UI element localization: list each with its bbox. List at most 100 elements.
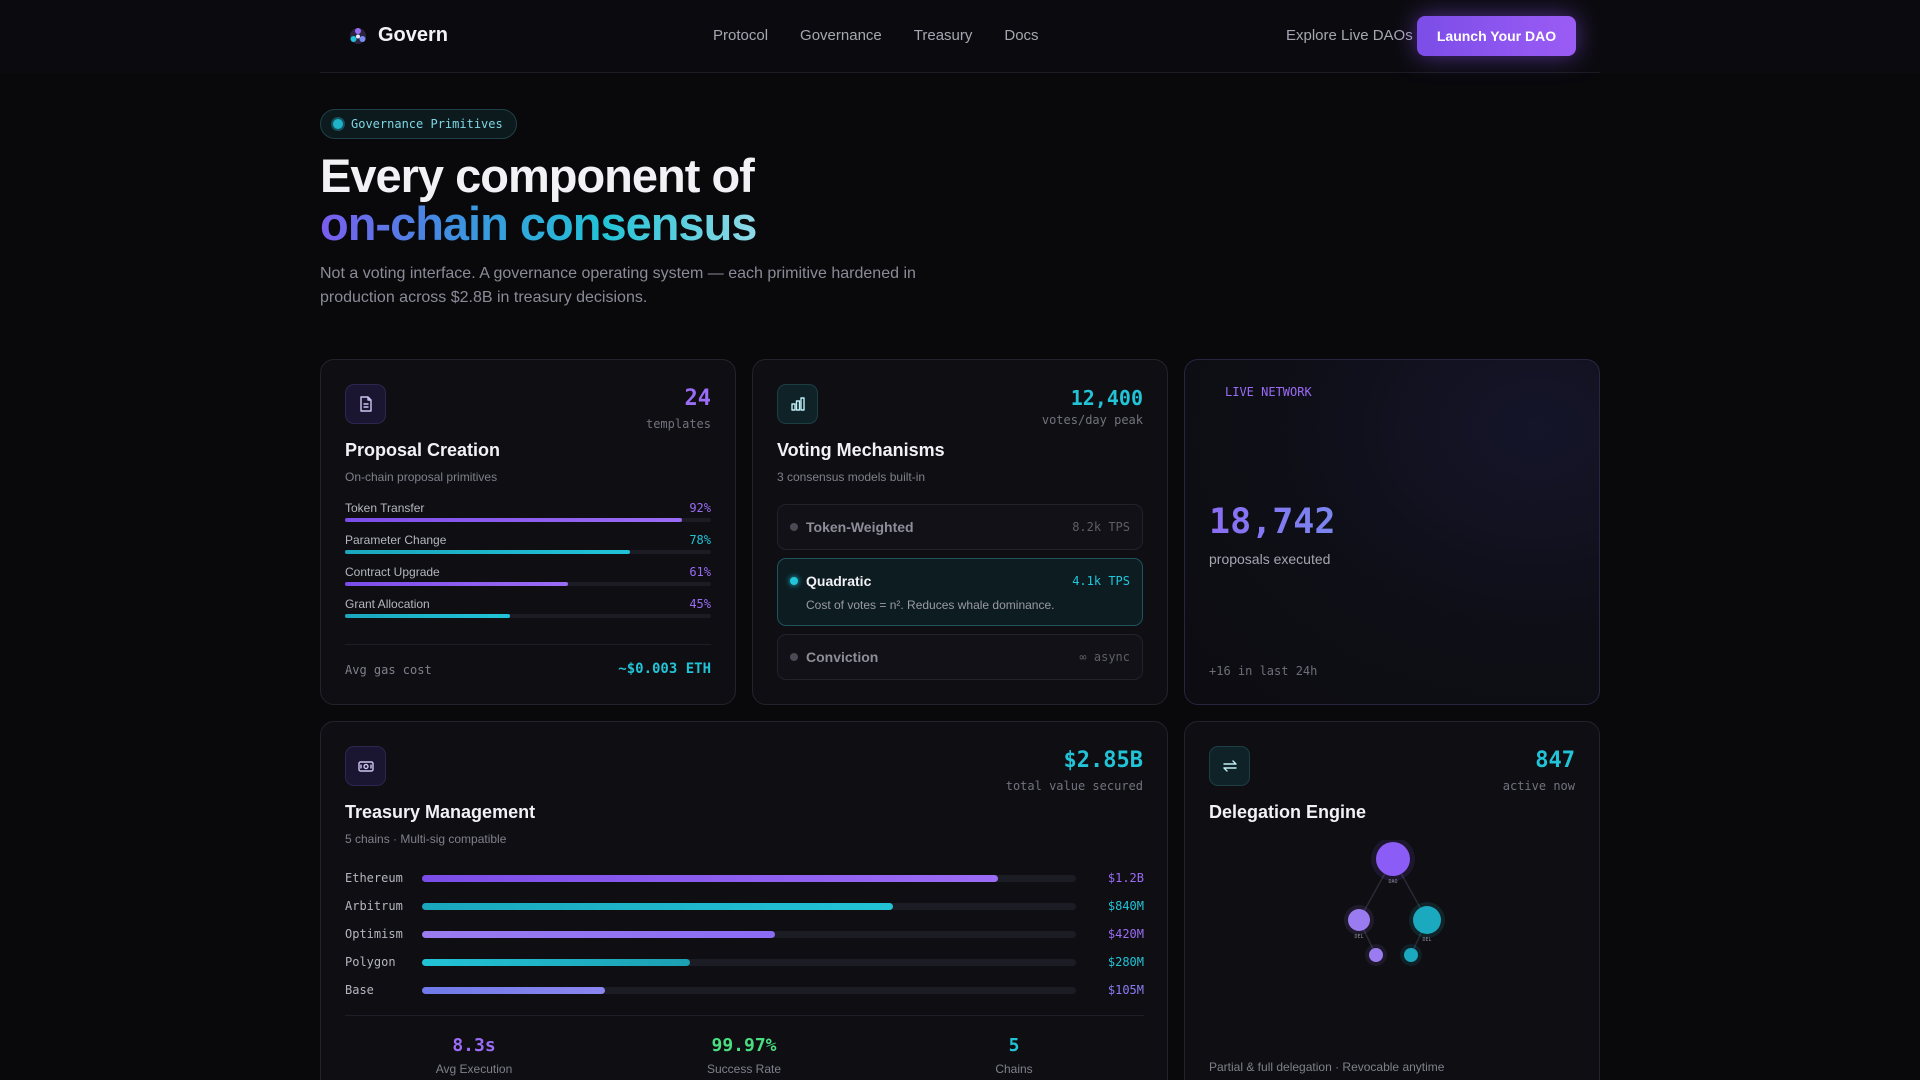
proposal-row: Grant Allocation 45% bbox=[345, 597, 711, 619]
nav-link-governance[interactable]: Governance bbox=[800, 27, 882, 44]
stat-success-rate: 99.97% Success Rate bbox=[614, 1035, 874, 1076]
card-subtitle: On-chain proposal primitives bbox=[345, 470, 498, 484]
badge-label: Governance Primitives bbox=[351, 117, 503, 131]
voting-option-tps: ∞ async bbox=[1079, 650, 1130, 664]
progress-track bbox=[345, 518, 711, 522]
stat-label: Avg Execution bbox=[435, 1062, 513, 1076]
status-dot bbox=[790, 523, 798, 531]
active-delegates-label: active now bbox=[1502, 779, 1575, 793]
hero-title: Every component of on-chain consensus bbox=[320, 152, 757, 250]
badge-dot-icon bbox=[333, 119, 343, 129]
stat-value: 8.3s bbox=[452, 1035, 496, 1056]
section-badge: Governance Primitives bbox=[320, 109, 517, 139]
chain-name: Arbitrum bbox=[345, 899, 403, 913]
nav-link-treasury[interactable]: Treasury bbox=[913, 27, 973, 44]
nav-links: Protocol Governance Treasury Docs bbox=[713, 27, 1039, 44]
chain-fill bbox=[422, 875, 998, 882]
graph-node-label: DAO bbox=[1388, 879, 1397, 885]
graph-node-label: DEL bbox=[1422, 937, 1431, 943]
voting-option-name: Conviction bbox=[806, 649, 879, 665]
voting-option-token-weighted[interactable]: Token-Weighted 8.2k TPS bbox=[777, 504, 1143, 550]
tvs-value: $2.85B bbox=[1063, 748, 1143, 773]
chain-value: $1.2B bbox=[1107, 871, 1144, 885]
document-icon bbox=[345, 384, 386, 424]
card-subtitle: 5 chains · Multi-sig compatible bbox=[345, 832, 507, 846]
hero-title-line2: on-chain consensus bbox=[320, 197, 757, 250]
progress-track bbox=[345, 550, 711, 554]
chain-value: $420M bbox=[1107, 927, 1144, 941]
proposal-type-label: Grant Allocation bbox=[345, 597, 430, 611]
delegation-footer: Partial & full delegation · Revocable an… bbox=[1209, 1060, 1445, 1074]
stat-value: 99.97% bbox=[711, 1035, 777, 1056]
proposal-type-label: Token Transfer bbox=[345, 501, 425, 515]
chain-fill bbox=[422, 931, 776, 938]
progress-fill bbox=[345, 582, 569, 586]
proposal-type-label: Contract Upgrade bbox=[345, 565, 440, 579]
chain-track bbox=[422, 931, 1076, 938]
money-icon bbox=[345, 746, 386, 786]
status-dot bbox=[790, 653, 798, 661]
graph-node-voter bbox=[1404, 948, 1418, 962]
live-network-label: LIVE NETWORK bbox=[1225, 385, 1312, 399]
graph-node-delegate bbox=[1413, 906, 1441, 934]
nav-container: Govern Protocol Governance Treasury Docs… bbox=[320, 0, 1600, 73]
progress-track bbox=[345, 614, 711, 618]
graph-node-dao bbox=[1376, 842, 1410, 876]
delegation-graph: DAO DEL DEL bbox=[1344, 840, 1445, 966]
templates-label: templates bbox=[645, 417, 711, 431]
progress-fill bbox=[345, 614, 510, 618]
graph-node-label: DEL bbox=[1354, 934, 1363, 940]
chain-name: Ethereum bbox=[345, 871, 403, 885]
chain-row: Ethereum $1.2B bbox=[345, 871, 1144, 885]
chain-track bbox=[422, 903, 1076, 910]
proposals-executed-count: 18,742 bbox=[1209, 502, 1336, 542]
chain-row: Optimism $420M bbox=[345, 927, 1144, 941]
votes-count: 12,400 bbox=[1070, 386, 1143, 410]
chain-track bbox=[422, 959, 1076, 966]
nav-link-docs[interactable]: Docs bbox=[1004, 27, 1039, 44]
proposals-delta: +16 in last 24h bbox=[1209, 664, 1318, 678]
brand[interactable]: Govern bbox=[348, 24, 448, 47]
voting-option-name: Quadratic bbox=[806, 573, 872, 589]
treasury-card: $2.85B total value secured Treasury Mana… bbox=[320, 721, 1168, 1080]
stat-label: Success Rate bbox=[706, 1062, 782, 1076]
chain-row: Polygon $280M bbox=[345, 955, 1144, 969]
voting-option-desc: Cost of votes = n². Reduces whale domina… bbox=[806, 598, 1055, 612]
chain-row: Base $105M bbox=[345, 983, 1144, 997]
proposal-row: Contract Upgrade 61% bbox=[345, 565, 711, 587]
proposal-type-label: Parameter Change bbox=[345, 533, 447, 547]
brand-name: Govern bbox=[378, 24, 449, 46]
proposals-executed-label: proposals executed bbox=[1209, 551, 1331, 567]
voting-option-conviction[interactable]: Conviction ∞ async bbox=[777, 634, 1143, 680]
card-subtitle: 3 consensus models built-in bbox=[777, 470, 926, 484]
logo-icon bbox=[350, 27, 366, 44]
delegation-card: 847 active now Delegation Engine DAO DEL… bbox=[1184, 721, 1600, 1080]
voting-option-quadratic[interactable]: Quadratic 4.1k TPS Cost of votes = n². R… bbox=[777, 558, 1143, 626]
voting-option-tps: 4.1k TPS bbox=[1072, 574, 1130, 588]
chain-name: Polygon bbox=[345, 955, 396, 969]
proposal-type-pct: 61% bbox=[689, 565, 711, 579]
chain-value: $840M bbox=[1107, 899, 1144, 913]
live-network-card: LIVE NETWORK 18,742 proposals executed +… bbox=[1184, 359, 1600, 705]
explore-daos-link[interactable]: Explore Live DAOs bbox=[1286, 27, 1413, 44]
gas-label: Avg gas cost bbox=[345, 663, 432, 677]
bar-chart-icon bbox=[777, 384, 818, 424]
chain-fill bbox=[422, 903, 893, 910]
launch-dao-button[interactable]: Launch Your DAO bbox=[1417, 16, 1576, 56]
proposal-type-pct: 45% bbox=[689, 597, 711, 611]
voting-card: 12,400 votes/day peak Voting Mechanisms … bbox=[752, 359, 1168, 705]
swap-icon bbox=[1209, 746, 1250, 786]
progress-fill bbox=[345, 550, 631, 554]
card-title: Proposal Creation bbox=[345, 440, 501, 460]
voting-option-name: Token-Weighted bbox=[806, 519, 914, 535]
chain-fill bbox=[422, 987, 606, 994]
proposal-type-pct: 92% bbox=[689, 501, 711, 515]
divider bbox=[345, 644, 711, 645]
graph-node-delegate bbox=[1348, 909, 1370, 931]
chain-name: Optimism bbox=[345, 927, 403, 941]
hero-subtitle: Not a voting interface. A governance ope… bbox=[320, 265, 916, 306]
progress-track bbox=[345, 582, 711, 586]
nav-link-protocol[interactable]: Protocol bbox=[713, 27, 769, 44]
chain-value: $280M bbox=[1107, 955, 1144, 969]
votes-label: votes/day peak bbox=[1041, 413, 1143, 427]
